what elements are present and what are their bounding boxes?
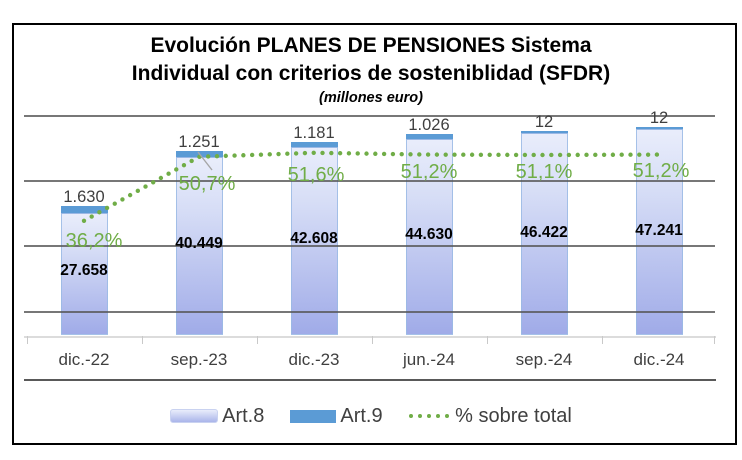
axis-tick — [714, 336, 715, 344]
art9-swatch-icon — [290, 409, 337, 423]
axis-tick — [601, 336, 603, 344]
x-axis-label: sep.-23 — [170, 350, 228, 369]
legend-item-art9: Art.9 — [290, 404, 383, 428]
x-axis-label: dic.-23 — [288, 350, 340, 369]
art9-value-label: 1.026 — [408, 116, 450, 135]
pct-data-label: 36,2% — [65, 230, 123, 252]
art9-value-label: 1.630 — [63, 188, 105, 207]
dotted-line-swatch-icon — [408, 413, 450, 419]
x-axis-label: jun.-24 — [403, 350, 455, 369]
axis-tick — [371, 336, 373, 344]
x-axis-label: dic.-24 — [633, 350, 685, 369]
x-axis-label: dic.-22 — [58, 350, 110, 369]
art8-value-label: 27.658 — [60, 262, 108, 280]
art9-bar-segment — [290, 142, 338, 148]
art8-value-label: 40.449 — [175, 234, 223, 252]
pct-data-label: 51,2% — [632, 159, 690, 182]
art9-bar-segment — [405, 134, 453, 139]
art8-value-label: 42.608 — [290, 230, 338, 248]
art8-value-label: 47.241 — [635, 222, 683, 240]
art9-value-label: 1.181 — [293, 124, 335, 143]
axis-tick — [486, 336, 488, 344]
art9-value-label: 12 — [534, 112, 554, 131]
gridline — [24, 311, 715, 313]
legend: Art.8 Art.9 % sobre total — [0, 402, 742, 430]
art9-value-label: 12 — [649, 108, 669, 127]
pct-data-label: 50,7% — [178, 173, 236, 195]
legend-item-art8: Art.8 — [170, 405, 264, 428]
legend-item-pct: % sobre total — [408, 404, 572, 428]
bottom-gridline — [24, 379, 716, 381]
gridline — [24, 245, 715, 247]
gridline — [24, 115, 715, 117]
axis-tick — [256, 336, 258, 344]
pct-data-label: 51,6% — [287, 163, 345, 186]
category-axis-line — [24, 336, 716, 338]
art9-bar-segment — [635, 126, 683, 129]
axis-tick — [26, 336, 28, 344]
art8-swatch-icon — [170, 409, 219, 423]
x-axis-label: sep.-24 — [515, 350, 573, 369]
art9-value-label: 1.251 — [178, 133, 220, 152]
chart-subtitle: (millones euro) — [319, 90, 423, 106]
chart-title-line2: Individual con criterios de sosteniblida… — [131, 62, 611, 85]
chart-title-line1: Evolución PLANES DE PENSIONES Sistema — [150, 34, 592, 57]
axis-tick — [141, 336, 143, 344]
legend-label-art9: Art.9 — [340, 404, 383, 427]
legend-label-pct: % sobre total — [455, 404, 572, 427]
art9-bar-segment — [520, 130, 568, 133]
pct-data-label: 51,1% — [515, 161, 573, 183]
art8-value-label: 44.630 — [405, 226, 453, 243]
art9-bar-segment — [60, 206, 108, 214]
pct-data-label: 51,2% — [400, 161, 458, 183]
chart-frame — [12, 23, 737, 445]
legend-label-art8: Art.8 — [222, 404, 265, 427]
art8-value-label: 46.422 — [520, 224, 568, 242]
